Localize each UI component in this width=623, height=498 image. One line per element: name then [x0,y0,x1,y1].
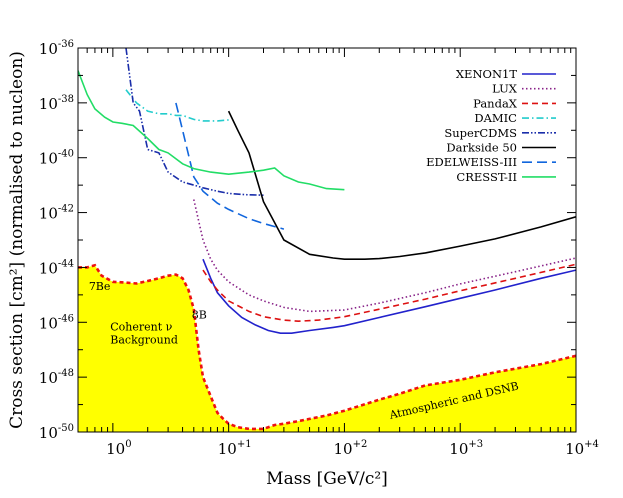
legend-label: PandaX [473,96,518,110]
legend-label: XENON1T [456,67,517,81]
legend-label: DAMIC [474,111,517,125]
y-tick-label: 10-48 [39,368,74,387]
legend-label: LUX [492,82,518,96]
y-axis-label: Cross section [cm²] (normalised to nucle… [7,51,27,429]
x-tick-label: 10+4 [565,439,599,458]
series-line-edelweiss-iii [175,102,285,230]
annotation-coherent2: Background [110,333,178,346]
y-tick-label: 10-36 [39,39,74,58]
series-line-supercdms [125,48,264,196]
series-line-xenon1t [202,258,576,334]
x-tick-label: 10+3 [449,439,483,458]
series-line-pandax [202,263,576,323]
series-line-damic [125,89,229,122]
annotation-coherent1: Coherent ν [110,321,172,334]
series-line-lux [193,199,576,313]
x-axis-label: Mass [GeV/c²] [266,469,388,489]
x-tick-label: 100 [106,439,131,458]
legend-label: CRESST-II [456,170,517,184]
y-tick-label: 10-42 [39,204,74,223]
annotation-b8: 8B [192,308,207,321]
annotation-be7: 7Be [89,280,111,293]
y-tick-label: 10-50 [39,423,74,442]
series-line-cresst-ii [78,70,345,191]
legend-label: SuperCDMS [444,126,517,140]
neutrino-floor-line [78,263,576,431]
legend-label: EDELWEISS-III [426,155,517,169]
y-tick-label: 10-46 [39,313,74,332]
x-tick-label: 10+2 [334,439,368,458]
y-tick-label: 10-40 [39,149,74,168]
series-line-darkside-50 [227,110,576,260]
legend-label: Darkside 50 [446,141,517,155]
y-tick-label: 10-38 [39,94,74,113]
x-tick-label: 10+1 [218,439,252,458]
neutrino-floor-fill [78,265,576,432]
y-tick-label: 10-44 [39,258,74,277]
